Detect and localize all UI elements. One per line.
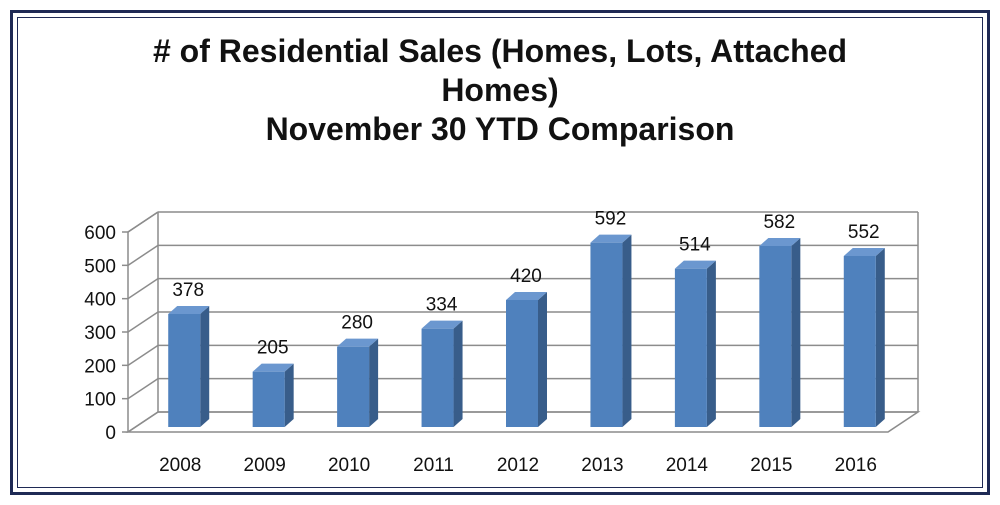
bar-side bbox=[706, 260, 716, 427]
gridline-diagonal bbox=[127, 311, 159, 333]
data-label: 582 bbox=[763, 212, 795, 233]
y-tick-label: 300 bbox=[84, 323, 116, 344]
bar-side bbox=[284, 363, 294, 427]
chart-title-line-1: # of Residential Sales (Homes, Lots, Att… bbox=[152, 33, 848, 69]
bar-side bbox=[200, 306, 210, 427]
x-tick-label: 2009 bbox=[244, 455, 286, 476]
bar bbox=[506, 300, 538, 427]
bar bbox=[421, 328, 454, 427]
data-label: 205 bbox=[257, 338, 289, 359]
bar bbox=[759, 246, 792, 427]
bars-layer bbox=[168, 234, 885, 427]
bar-side bbox=[369, 338, 379, 427]
data-label: 378 bbox=[172, 280, 204, 301]
bar bbox=[590, 242, 623, 427]
gridline-diagonal bbox=[127, 411, 159, 433]
data-label: 552 bbox=[848, 222, 880, 243]
labels-layer: 0 100 200 300 400 500 600 378 2008 205 2009 280 2010… bbox=[84, 209, 879, 476]
x-tick-label: 2010 bbox=[328, 455, 370, 476]
bar-side bbox=[453, 320, 463, 427]
y-tick-label: 200 bbox=[84, 356, 116, 377]
x-tick-label: 2016 bbox=[835, 455, 877, 476]
chart-title: # of Residential Sales (Homes, Lots, Att… bbox=[0, 32, 1000, 149]
bar-top bbox=[506, 292, 547, 300]
bar-top bbox=[759, 238, 801, 246]
bar-top bbox=[337, 338, 379, 347]
y-tick-label: 600 bbox=[84, 223, 116, 244]
chart-frame bbox=[10, 10, 990, 495]
x-tick-label: 2012 bbox=[497, 455, 539, 476]
y-tick-label: 400 bbox=[84, 290, 116, 311]
bar-top bbox=[590, 234, 632, 243]
x-tick-label: 2014 bbox=[666, 455, 709, 476]
gridline-diagonal bbox=[127, 211, 159, 233]
data-label: 334 bbox=[426, 295, 458, 316]
data-label: 280 bbox=[341, 313, 373, 334]
bar bbox=[337, 346, 370, 427]
chart-title-line-3: November 30 YTD Comparison bbox=[265, 111, 735, 147]
gridline-diagonal bbox=[127, 244, 159, 266]
data-label: 420 bbox=[510, 266, 542, 287]
data-label: 592 bbox=[595, 209, 627, 230]
y-tick-label: 500 bbox=[84, 256, 116, 277]
x-tick-label: 2015 bbox=[750, 455, 792, 476]
bar-top bbox=[421, 320, 463, 329]
bar bbox=[168, 314, 201, 427]
bar bbox=[843, 256, 876, 427]
chart-frame-inner bbox=[17, 17, 983, 488]
x-tick-label: 2008 bbox=[159, 455, 201, 476]
gridline-diagonal bbox=[127, 278, 159, 300]
x-tick-label: 2011 bbox=[413, 455, 454, 476]
x-tick-label: 2013 bbox=[581, 455, 623, 476]
data-label: 514 bbox=[679, 235, 711, 256]
bar bbox=[674, 268, 707, 427]
bar-top bbox=[843, 248, 885, 256]
bar-side bbox=[538, 292, 547, 427]
bar-top bbox=[252, 363, 294, 372]
bar-top bbox=[674, 260, 716, 269]
y-tick-label: 100 bbox=[84, 390, 116, 411]
bar-side bbox=[622, 234, 632, 427]
chart-title-line-2: Homes) bbox=[441, 72, 559, 108]
y-tick-label: 0 bbox=[105, 423, 116, 444]
bar-side bbox=[875, 248, 885, 427]
bar bbox=[252, 371, 285, 427]
bar-top bbox=[168, 306, 210, 314]
gridline-diagonal bbox=[127, 378, 159, 400]
bar-side bbox=[791, 238, 801, 427]
gridline-diagonal bbox=[127, 344, 159, 366]
